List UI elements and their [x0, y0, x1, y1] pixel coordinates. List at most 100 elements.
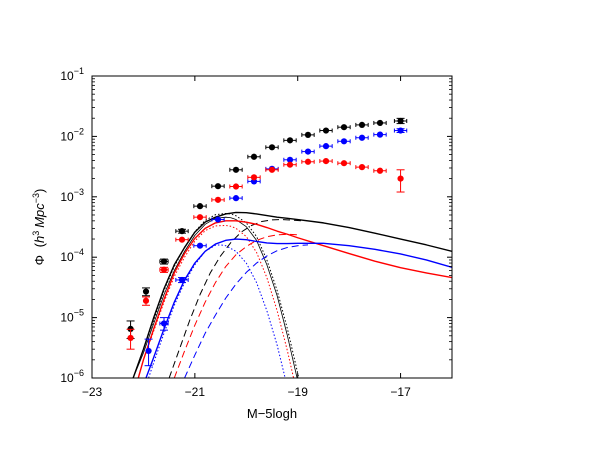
data-marker: [178, 236, 186, 243]
data-point: [247, 174, 261, 181]
data-point: [159, 266, 169, 273]
plot-frame: [91, 75, 453, 379]
data-marker: [340, 138, 348, 145]
data-marker: [178, 228, 186, 235]
x-tick-label: −23: [82, 385, 103, 399]
data-point: [193, 242, 207, 249]
data-point: [373, 119, 387, 127]
data-marker: [268, 166, 276, 173]
data-point: [301, 148, 315, 155]
data-point: [337, 138, 351, 145]
data-point: [175, 276, 189, 284]
data-point: [175, 228, 189, 235]
data-point: [211, 183, 225, 190]
data-point: [144, 338, 153, 367]
data-point: [142, 287, 150, 297]
data-marker: [214, 216, 222, 223]
data-marker: [340, 124, 348, 131]
data-marker: [127, 334, 134, 342]
model-curve: [145, 238, 452, 378]
data-marker: [250, 153, 258, 160]
data-point: [265, 166, 279, 173]
data-marker: [397, 127, 404, 134]
data-marker: [196, 242, 204, 249]
data-marker: [286, 137, 294, 144]
data-marker: [322, 157, 330, 165]
data-marker: [214, 196, 222, 203]
data-marker: [142, 288, 150, 295]
data-point: [393, 127, 408, 134]
data-point: [301, 158, 315, 165]
data-marker: [304, 158, 312, 165]
data-marker: [145, 347, 152, 355]
data-point: [247, 153, 261, 160]
data-marker: [250, 174, 258, 181]
data-point: [355, 164, 369, 171]
data-point: [301, 131, 315, 138]
data-marker: [232, 195, 240, 202]
data-point: [319, 143, 333, 150]
data-point: [355, 134, 369, 141]
data-marker: [214, 183, 222, 190]
data-marker: [232, 166, 240, 173]
data-point: [193, 203, 207, 210]
model-curve: [132, 212, 300, 378]
data-marker: [397, 175, 404, 182]
data-marker: [358, 164, 366, 171]
y-tick-label: 10−1: [60, 66, 84, 83]
data-marker: [358, 121, 366, 129]
data-point: [211, 216, 225, 223]
model-curve: [148, 244, 286, 378]
data-points: [126, 117, 408, 367]
data-marker: [397, 117, 404, 125]
data-marker: [232, 183, 240, 190]
data-point: [319, 157, 333, 165]
y-axis-label: Φ (h3Mpc−3): [31, 189, 47, 266]
data-point: [211, 196, 225, 203]
data-marker: [196, 214, 204, 221]
data-marker: [286, 156, 294, 163]
model-curve: [132, 211, 452, 378]
data-marker: [304, 131, 312, 138]
data-marker: [160, 258, 168, 265]
data-marker: [160, 266, 168, 273]
data-marker: [376, 131, 384, 138]
x-axis-label: M−5logh: [247, 406, 297, 421]
data-point: [175, 236, 189, 243]
data-point: [229, 195, 243, 202]
data-marker: [268, 144, 276, 151]
y-tick-label: 10−6: [60, 368, 84, 385]
data-point: [396, 169, 405, 193]
model-curve: [168, 219, 303, 378]
data-marker: [304, 148, 312, 155]
data-point: [283, 161, 297, 168]
model-curve: [137, 220, 452, 378]
data-point: [283, 137, 297, 144]
model-curve: [173, 233, 298, 378]
data-marker: [376, 119, 384, 127]
y-tick-label: 10−3: [60, 187, 84, 204]
data-marker: [322, 143, 330, 150]
data-marker: [340, 160, 348, 167]
data-marker: [376, 167, 384, 174]
data-point: [142, 296, 150, 306]
model-curve: [132, 216, 298, 378]
data-marker: [142, 297, 150, 304]
data-marker: [196, 203, 204, 210]
y-tick-label: 10−5: [60, 308, 84, 325]
data-point: [193, 214, 207, 221]
y-tick-label: 10−2: [60, 126, 84, 143]
x-tick-label: −17: [390, 385, 411, 399]
data-point: [373, 131, 387, 138]
data-marker: [178, 276, 186, 284]
model-curve: [184, 244, 309, 378]
y-tick-label: 10−4: [60, 247, 84, 264]
axis-ticks: −23 −21 −19 −17 10−6 10−5 10−4 10−3 10−2 10−1: [60, 66, 452, 399]
data-marker: [160, 320, 168, 327]
data-point: [373, 167, 387, 174]
data-point: [337, 160, 351, 167]
data-point: [126, 328, 135, 350]
data-point: [319, 127, 333, 134]
data-point: [393, 117, 408, 125]
